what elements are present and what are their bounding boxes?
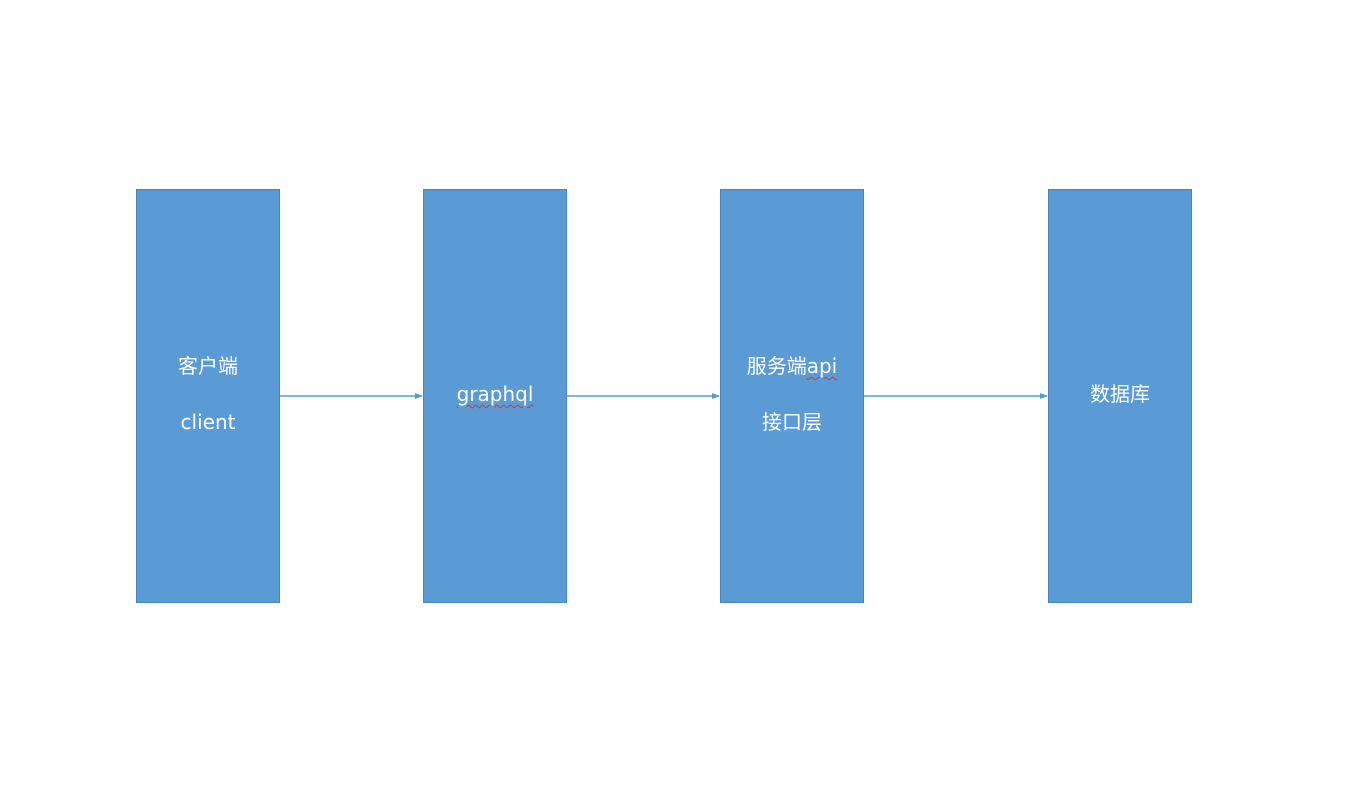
node-api-line-1-prefix: 服务端: [746, 354, 807, 378]
node-api-line-1-api: api: [806, 354, 838, 378]
node-client: 客户端 client: [136, 189, 280, 603]
node-graphql-label: graphql: [457, 352, 534, 436]
node-database: 数据库: [1048, 189, 1192, 603]
node-api: 服务端api 接口层: [720, 189, 864, 603]
node-database-line-1: 数据库: [1090, 382, 1150, 406]
node-api-line-1: 服务端api: [747, 352, 838, 380]
node-database-label: 数据库: [1090, 352, 1150, 436]
node-graphql: graphql: [423, 189, 567, 603]
node-graphql-line-1: graphql: [456, 382, 534, 406]
node-client-line-1: 客户端: [178, 354, 238, 378]
node-api-line-2: 接口层: [761, 410, 822, 434]
node-api-line-1-text: 服务端api: [747, 354, 838, 378]
node-client-line-2: client: [180, 410, 236, 434]
node-client-label: 客户端 client: [178, 324, 238, 464]
node-api-label: 服务端api 接口层: [747, 324, 838, 464]
